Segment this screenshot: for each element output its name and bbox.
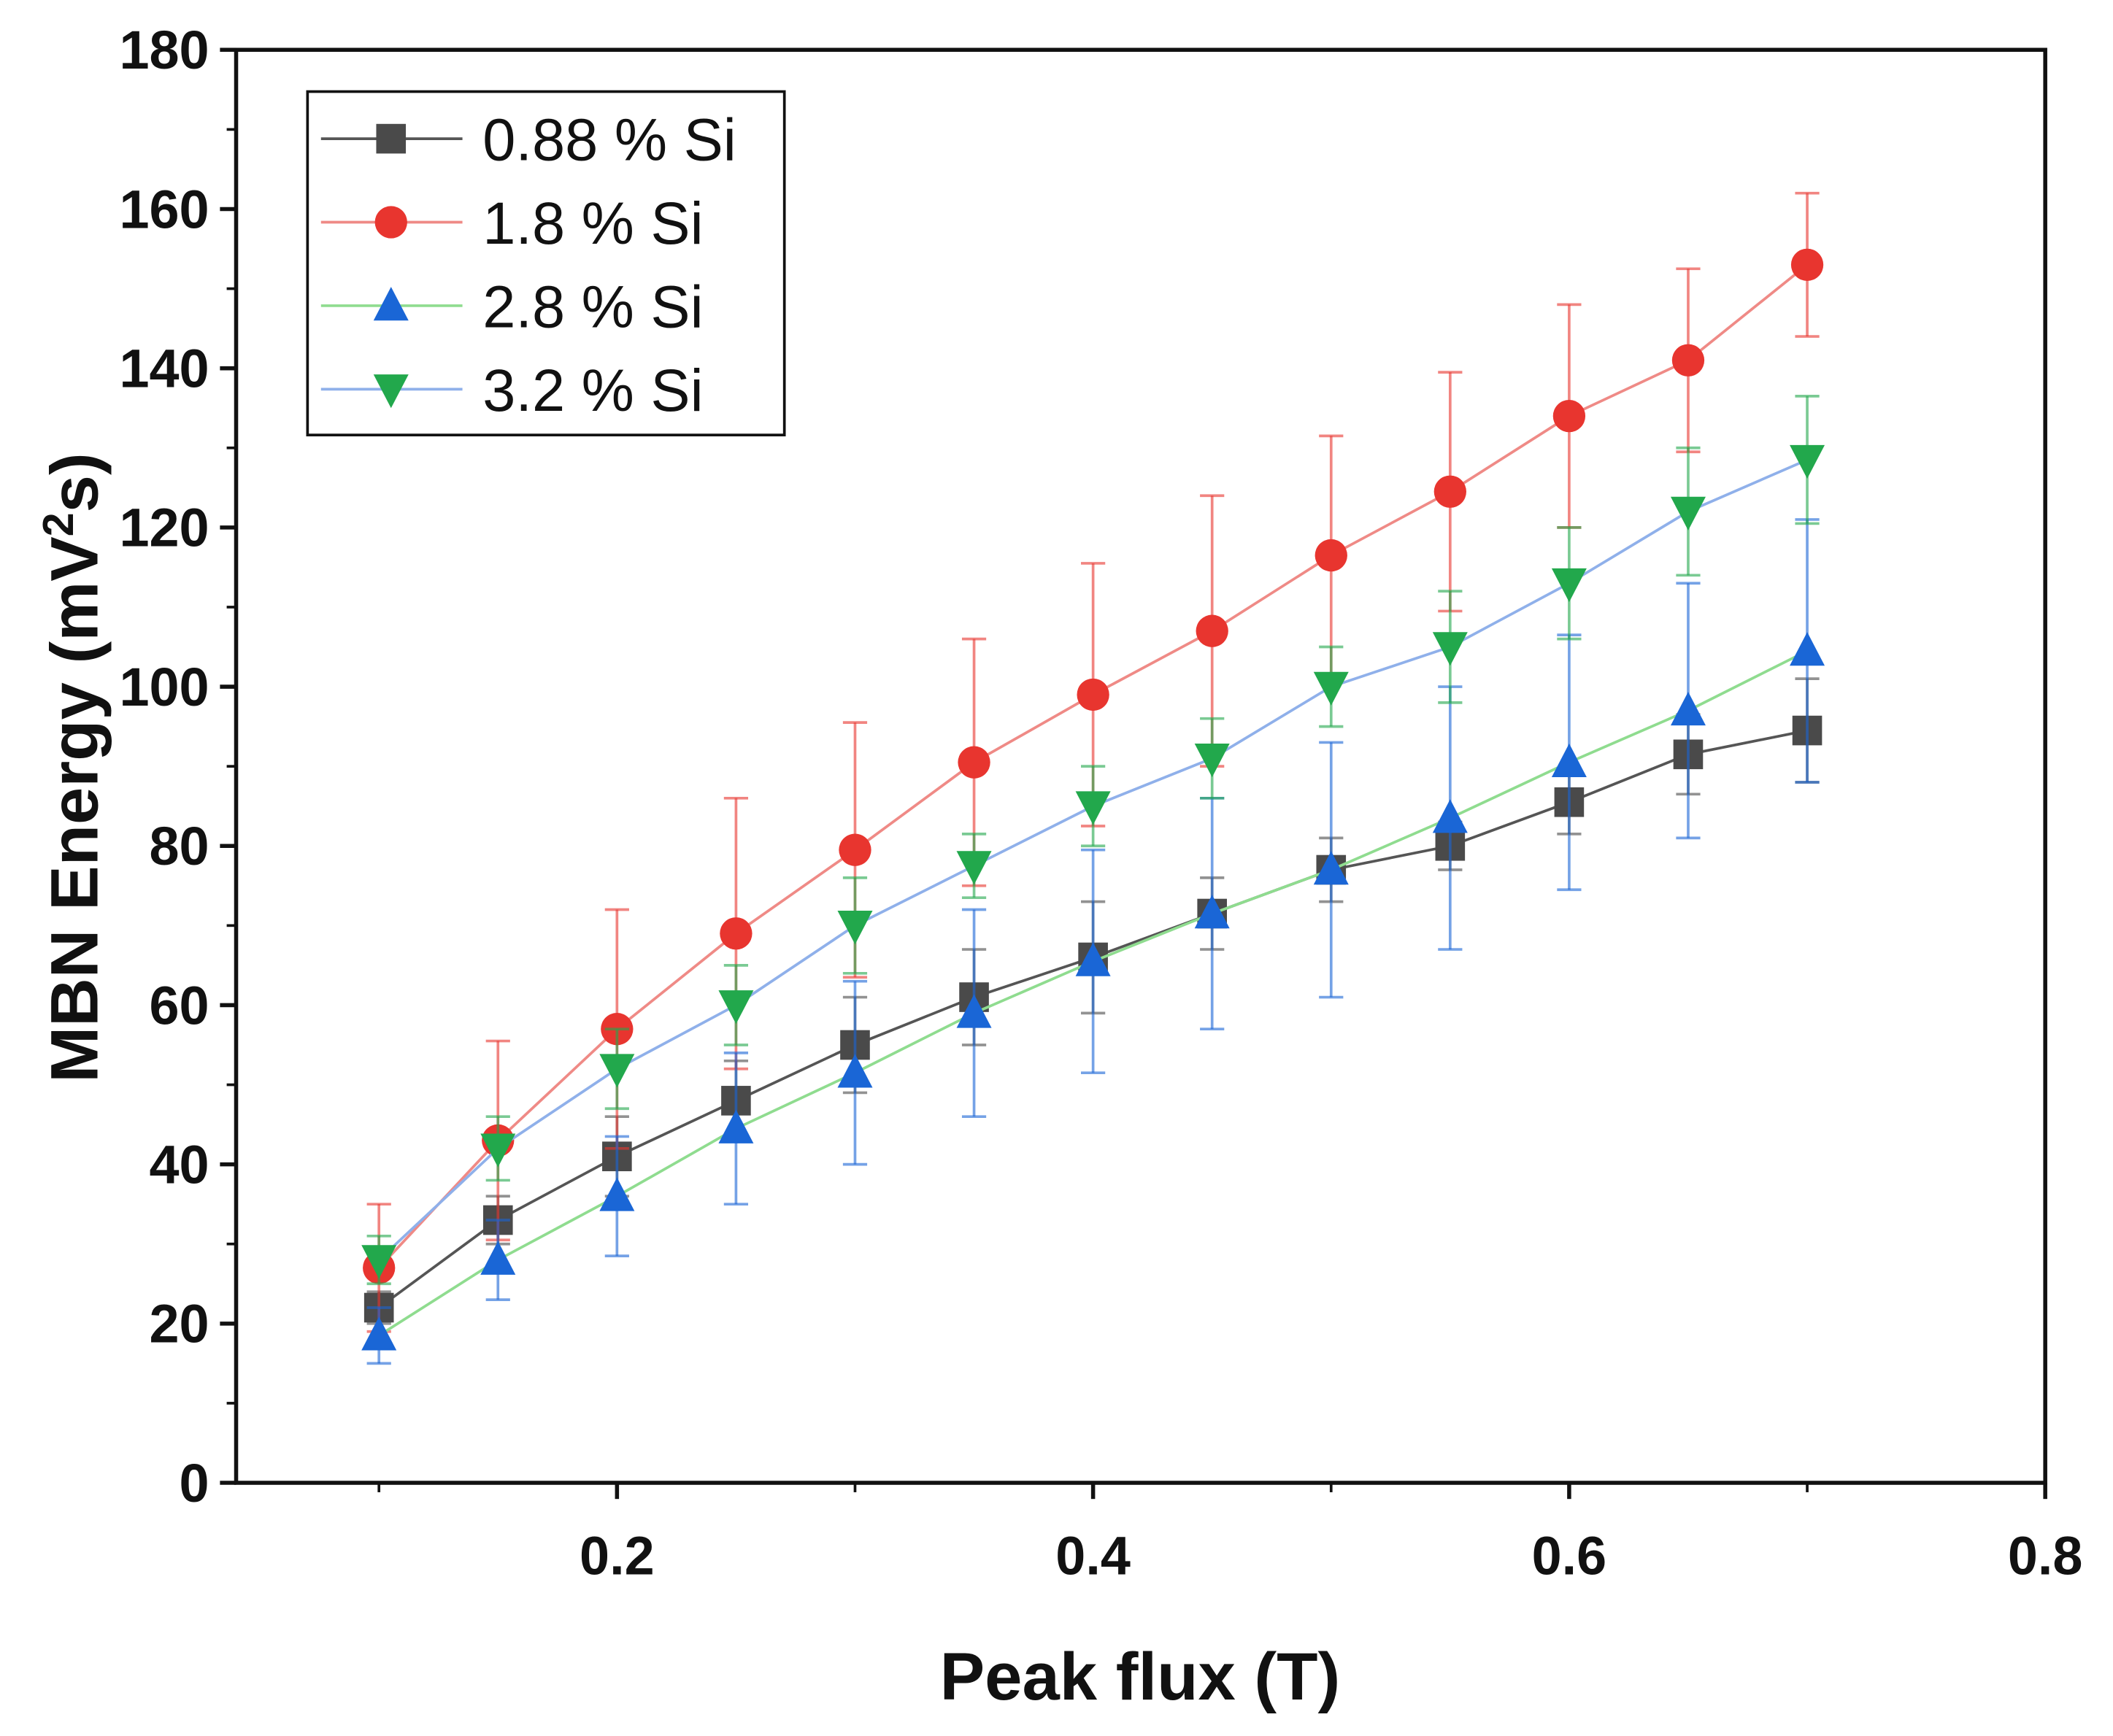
y-tick-label: 0: [180, 1453, 209, 1513]
data-point: [361, 1316, 397, 1351]
legend-marker: [376, 123, 407, 154]
legend: 0.88 % Si 1.8 % Si 2.8 % Si 3.2 % Si: [306, 90, 786, 436]
data-point: [1790, 248, 1824, 281]
legend-marker: [374, 206, 407, 239]
data-point: [1196, 614, 1228, 647]
data-point: [720, 917, 753, 950]
legend-label: 1.8 % Si: [482, 190, 703, 257]
data-point: [1313, 671, 1349, 706]
data-point: [480, 1241, 516, 1275]
data-point: [718, 1109, 754, 1143]
legend-label: 3.2 % Si: [482, 358, 703, 424]
y-tick-label: 80: [149, 816, 209, 876]
data-point: [1551, 743, 1587, 778]
plot-frame: [234, 47, 2047, 1485]
data-point: [1552, 399, 1586, 433]
data-point: [480, 1133, 516, 1168]
data-point: [956, 851, 992, 885]
data-point: [958, 746, 990, 779]
data-point: [1313, 851, 1349, 885]
legend-label: 2.8 % Si: [482, 274, 703, 340]
y-axis-label-main: MBN Energy (mV: [36, 536, 112, 1083]
data-point: [1075, 942, 1111, 976]
data-point: [1432, 799, 1468, 833]
legend-marker: [373, 374, 409, 409]
legend-marker: [373, 287, 409, 321]
y-tick-label: 140: [119, 339, 209, 399]
series-2: [361, 518, 1825, 1365]
data-point: [1432, 632, 1468, 666]
x-tick-label: 0.6: [1532, 1526, 1607, 1586]
data-point: [718, 990, 754, 1025]
data-point: [837, 1054, 873, 1088]
y-tick-label: 160: [119, 179, 209, 239]
y-axis-label-end: s): [36, 452, 112, 512]
x-tick-label: 0.2: [580, 1526, 655, 1586]
y-tick-label: 20: [149, 1294, 209, 1354]
data-point: [599, 1054, 635, 1088]
data-point: [1790, 444, 1825, 479]
data-point: [956, 994, 992, 1028]
data-point: [839, 833, 871, 866]
data-point: [1433, 475, 1466, 508]
series-3: [361, 395, 1825, 1286]
plot-area: 0 20 40 60 80 100 120 140 160 180 0.2 0.4 0.6 0.8 0.88…: [119, 20, 2082, 1586]
data-point: [1670, 496, 1706, 531]
x-tick-label: 0.4: [1055, 1526, 1131, 1586]
data-point: [1077, 678, 1109, 711]
legend-label: 0.88 % Si: [482, 107, 736, 174]
y-tick-label: 100: [119, 657, 209, 717]
y-axis-label-sup: 2: [34, 512, 82, 536]
data-point: [837, 911, 873, 945]
data-point: [1194, 895, 1230, 929]
y-tick-label: 40: [149, 1134, 209, 1195]
data-point: [1551, 568, 1587, 603]
y-axis-label: MBN Energy (mV2s): [34, 452, 112, 1082]
x-axis-label: Peak flux (T): [940, 1638, 1341, 1714]
data-point: [1670, 691, 1706, 726]
data-point: [1194, 743, 1230, 778]
y-tick-label: 180: [119, 20, 209, 80]
data-point: [1075, 791, 1111, 825]
x-tick-label: 0.8: [2008, 1526, 2083, 1586]
y-tick-label: 120: [119, 498, 209, 558]
data-point: [599, 1177, 635, 1211]
data-point: [1790, 632, 1825, 666]
data-point: [1671, 344, 1705, 377]
data-point: [361, 1245, 397, 1279]
y-tick-label: 60: [149, 975, 209, 1035]
data-point: [1315, 539, 1347, 572]
